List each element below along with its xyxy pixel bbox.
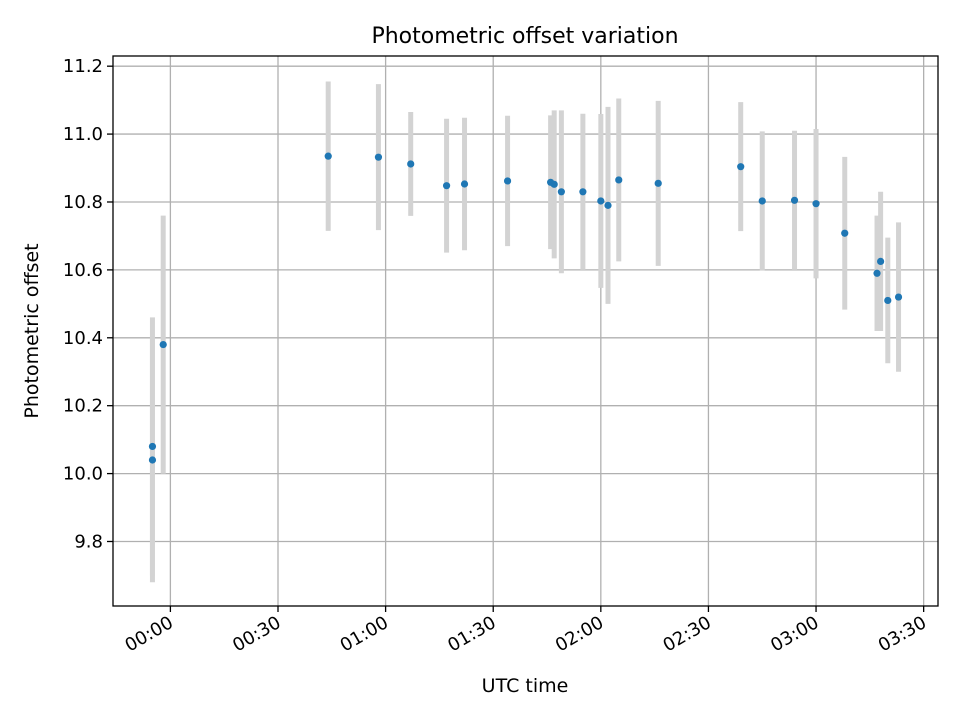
data-point — [615, 176, 623, 184]
x-tick-label: 01:30 — [444, 612, 499, 656]
y-tick-label: 10.8 — [63, 192, 103, 213]
x-tick-label: 01:00 — [337, 612, 392, 656]
x-tick-label: 03:00 — [767, 612, 822, 656]
data-point — [884, 296, 892, 305]
data-point — [604, 201, 612, 209]
y-axis-ticks: 9.8 10.0 10.2 10.4 10.6 10.8 11.0 11.2 — [63, 56, 113, 552]
data-points — [148, 152, 903, 464]
data-point — [790, 196, 799, 204]
data-point — [894, 293, 903, 301]
data-point — [877, 257, 885, 266]
data-point — [148, 442, 157, 451]
data-point — [442, 182, 451, 190]
data-point — [579, 188, 587, 196]
x-tick-label: 03:30 — [875, 612, 930, 656]
data-point — [758, 197, 766, 205]
data-point — [460, 180, 469, 188]
error-bars — [149, 81, 902, 583]
x-tick-label: 00:00 — [121, 612, 176, 656]
y-tick-label: 10.2 — [63, 396, 103, 417]
y-axis-label: Photometric offset — [21, 243, 43, 418]
y-tick-label: 10.4 — [63, 328, 103, 349]
data-point — [407, 160, 415, 168]
y-tick-label: 11.0 — [63, 124, 103, 145]
data-point — [873, 269, 881, 277]
data-point — [557, 188, 565, 196]
y-tick-label: 9.8 — [74, 531, 103, 552]
y-tick-label: 11.2 — [63, 56, 103, 77]
x-tick-label: 02:30 — [660, 612, 715, 656]
x-axis-label: UTC time — [482, 675, 569, 697]
data-point — [550, 180, 558, 188]
x-axis-ticks: 00:00 00:30 01:00 01:30 02:00 02:30 03:00 03:30 — [121, 606, 930, 656]
y-tick-label: 10.0 — [63, 464, 103, 485]
data-point — [148, 456, 157, 464]
data-point — [597, 197, 605, 205]
data-point — [737, 163, 745, 171]
x-tick-label: 02:00 — [552, 612, 607, 656]
data-point — [841, 229, 849, 237]
y-tick-label: 10.6 — [63, 260, 103, 281]
data-point — [503, 177, 512, 185]
data-point — [812, 200, 820, 208]
x-tick-label: 00:30 — [229, 612, 284, 656]
grid-lines — [113, 56, 938, 606]
data-point — [654, 179, 662, 187]
data-point — [324, 152, 332, 160]
plot-frame — [112, 55, 939, 607]
data-point — [159, 340, 167, 349]
chart-title: Photometric offset variation — [371, 24, 678, 49]
data-point — [374, 153, 383, 161]
